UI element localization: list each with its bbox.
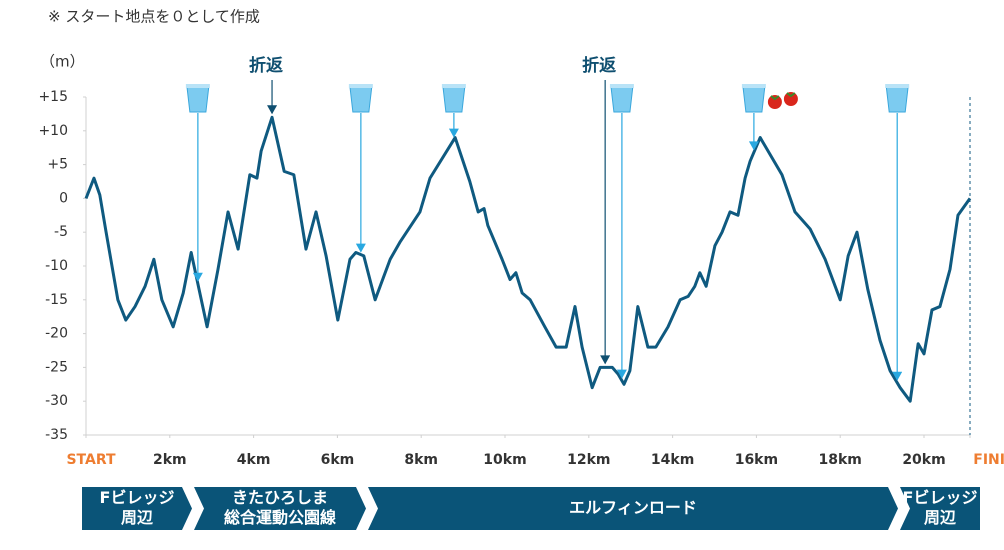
x-tick-label: 18km — [819, 452, 862, 468]
section-label: 周辺 — [121, 508, 153, 527]
cup-rim — [348, 84, 373, 88]
y-tick-label: -30 — [45, 393, 68, 409]
y-tick-label: 0 — [59, 190, 68, 206]
tomato-leaf — [786, 92, 796, 98]
cup-icon — [742, 85, 766, 113]
y-tick-label: -25 — [45, 359, 68, 375]
cup-rim — [885, 84, 910, 88]
water-station — [441, 84, 466, 138]
y-tick-label: -35 — [45, 427, 68, 443]
section-label: Fビレッジ — [100, 488, 175, 507]
x-tick-label: 4km — [237, 452, 271, 468]
water-station — [185, 84, 210, 282]
turnaround-label: 折返 — [249, 55, 283, 76]
x-tick-label: FINISH — [973, 452, 1004, 468]
x-tick-label: 14km — [651, 452, 694, 468]
cup-rim — [185, 84, 210, 88]
tomato-leaf — [770, 95, 780, 101]
y-tick-label: -10 — [45, 258, 68, 274]
section-label: きたひろしま — [232, 488, 328, 507]
x-tick-label: 12km — [567, 452, 610, 468]
section-label: 周辺 — [924, 508, 956, 527]
cup-icon — [349, 85, 373, 113]
y-tick-label: +15 — [38, 89, 68, 105]
note: ※ スタート地点を０として作成 — [48, 8, 260, 26]
water-station — [741, 84, 766, 151]
turnaround-label: 折返 — [582, 55, 616, 76]
water-station — [348, 84, 373, 253]
x-tick-label: 6km — [321, 452, 355, 468]
x-tick-label: 20km — [902, 452, 945, 468]
x-tick-label: START — [66, 452, 116, 468]
x-tick-label: 10km — [483, 452, 526, 468]
water-station — [885, 84, 910, 381]
y-tick-label: -15 — [45, 292, 68, 308]
section-band — [900, 487, 980, 530]
cup-icon — [186, 85, 210, 113]
x-tick-label: 16km — [735, 452, 778, 468]
cup-icon — [610, 85, 634, 113]
y-tick-label: +10 — [38, 123, 68, 139]
section-label: 総合運動公園線 — [224, 508, 336, 527]
section-band — [82, 487, 192, 530]
section-label: エルフィンロード — [569, 498, 697, 517]
cup-rim — [741, 84, 766, 88]
x-tick-label: 8km — [404, 452, 438, 468]
x-tick-label: 2km — [153, 452, 187, 468]
cup-rim — [441, 84, 466, 88]
cup-icon — [442, 85, 466, 113]
water-station — [609, 84, 634, 379]
y-axis-label: （m） — [40, 53, 85, 71]
y-tick-label: +5 — [47, 157, 68, 173]
elevation-line — [84, 115, 972, 403]
section-label: Fビレッジ — [903, 488, 978, 507]
y-tick-label: -20 — [45, 326, 68, 342]
y-tick-label: -5 — [54, 224, 68, 240]
section-band — [368, 487, 898, 530]
tomato — [767, 95, 782, 109]
cup-rim — [609, 84, 634, 88]
section-band — [194, 487, 366, 530]
cup-icon — [885, 85, 909, 113]
tomato-icon — [767, 92, 798, 109]
tomato — [783, 92, 798, 106]
